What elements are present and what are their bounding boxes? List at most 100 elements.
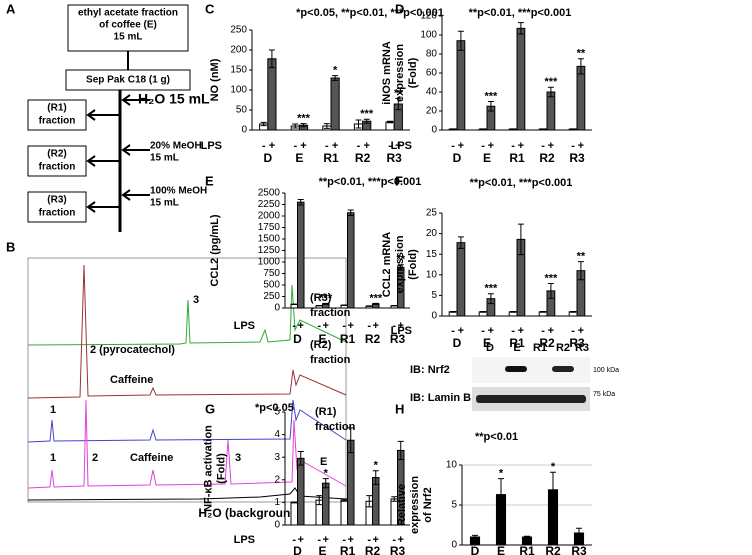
y-tick-label: 2500: [258, 188, 281, 199]
x-tick-label: R2: [545, 544, 561, 555]
lps-sign: +: [298, 320, 304, 332]
error-bar: [366, 495, 373, 508]
error-bar: [322, 478, 329, 489]
x-tick-label: R1: [509, 151, 525, 165]
peak-label: fraction: [310, 354, 351, 366]
x-tick-label: R3: [569, 151, 585, 165]
significance: *: [333, 65, 338, 77]
y-tick-label: 100: [230, 85, 247, 96]
lane-label: R3: [575, 342, 589, 354]
error-bar: [472, 534, 478, 540]
subtitle: *p<0.05, **p<0.01, ***p<0.001: [296, 7, 444, 19]
lps-sign: -: [325, 140, 329, 152]
lps-sign: -: [541, 325, 545, 337]
lps-sign: +: [373, 534, 379, 546]
peak-label: 2 (pyrocatechol): [90, 344, 175, 356]
lps-sign: -: [388, 140, 392, 152]
lps-sign: -: [451, 140, 455, 152]
band: [552, 366, 574, 372]
x-tick-label: R2: [365, 332, 381, 346]
error-bar: [397, 264, 404, 271]
peak-label: 1: [50, 452, 56, 464]
bar: [322, 482, 330, 526]
significance: **: [396, 254, 405, 266]
subtitle: *p<0.05: [255, 402, 294, 414]
node-box: [27, 145, 87, 177]
lps-sign: +: [488, 140, 494, 152]
lps-sign: -: [541, 140, 545, 152]
y-axis-label: iNOS mRNA: [381, 41, 393, 105]
flow-diagram: [27, 4, 191, 232]
node-box: [27, 99, 87, 131]
lps-label: LPS: [201, 140, 222, 152]
bar: [340, 499, 348, 526]
band: [505, 366, 527, 372]
trace: [27, 264, 347, 399]
lane-label: E: [513, 342, 520, 354]
bar: [297, 201, 305, 309]
error-bar: [498, 478, 504, 512]
y-tick-label: 250: [263, 291, 280, 302]
bar: [546, 91, 556, 131]
y-tick-label: 10: [446, 460, 458, 471]
x-tick-label: D: [453, 151, 462, 165]
x-tick-label: D: [453, 336, 462, 350]
error-bar: [577, 261, 584, 281]
lps-sign: -: [571, 140, 575, 152]
peak-label: 2: [92, 452, 98, 464]
node-label: (R1): [47, 103, 66, 114]
y-tick-label: 250: [230, 25, 247, 36]
bar: [330, 77, 340, 131]
error-bar: [260, 121, 267, 127]
y-tick-label: 50: [236, 105, 248, 116]
error-bar: [363, 118, 370, 124]
error-bar: [510, 310, 517, 313]
y-tick-label: 200: [230, 45, 247, 56]
peak-label: Caffeine: [110, 374, 153, 386]
error-bar: [457, 236, 464, 249]
lps-sign: +: [395, 140, 401, 152]
significance: **: [577, 48, 586, 60]
error-bar: [323, 123, 330, 129]
bar: [297, 457, 305, 526]
peak-label: fraction: [315, 421, 356, 433]
trace: [27, 399, 347, 489]
error-bar: [570, 310, 577, 313]
x-tick-label: R2: [539, 336, 555, 350]
y-tick-label: 100: [420, 30, 437, 41]
y-tick-label: 1: [274, 497, 280, 508]
chromatogram: [27, 257, 347, 503]
error-bar: [395, 97, 402, 111]
lps-sign: -: [262, 140, 266, 152]
error-bar: [316, 495, 323, 506]
error-bar: [268, 49, 275, 69]
lps-sign: +: [458, 140, 464, 152]
lps-sign: +: [518, 325, 524, 337]
significance: **: [394, 87, 403, 99]
x-tick-label: R3: [390, 544, 406, 555]
y-tick-label: 5: [451, 500, 457, 511]
error-bar: [397, 440, 404, 460]
y-tick-label: 1000: [258, 257, 281, 268]
x-tick-label: R3: [569, 336, 585, 350]
blot-row-label: IB: Nrf2: [410, 364, 450, 376]
x-tick-label: R2: [355, 151, 371, 165]
lane-label: R2: [556, 342, 570, 354]
lps-label: LPS: [234, 534, 255, 546]
western-blot: [472, 357, 590, 411]
y-axis-label: expression: [394, 235, 406, 293]
significance: ***: [369, 292, 383, 304]
node-label: 15 mL: [114, 32, 143, 43]
lps-sign: -: [392, 534, 396, 546]
lps-sign: -: [367, 320, 371, 332]
node-label: fraction: [39, 116, 76, 127]
y-tick-label: 0: [431, 311, 437, 322]
subtitle: **p<0.01, ***p<0.001: [319, 176, 422, 188]
x-axis-label: H₂O (background): [198, 506, 301, 520]
error-bar: [547, 282, 554, 299]
y-tick-label: 120: [420, 11, 437, 22]
peak-label: (R2): [310, 339, 332, 351]
y-tick-label: 0: [451, 540, 457, 551]
y-tick-label: 15: [426, 249, 438, 260]
